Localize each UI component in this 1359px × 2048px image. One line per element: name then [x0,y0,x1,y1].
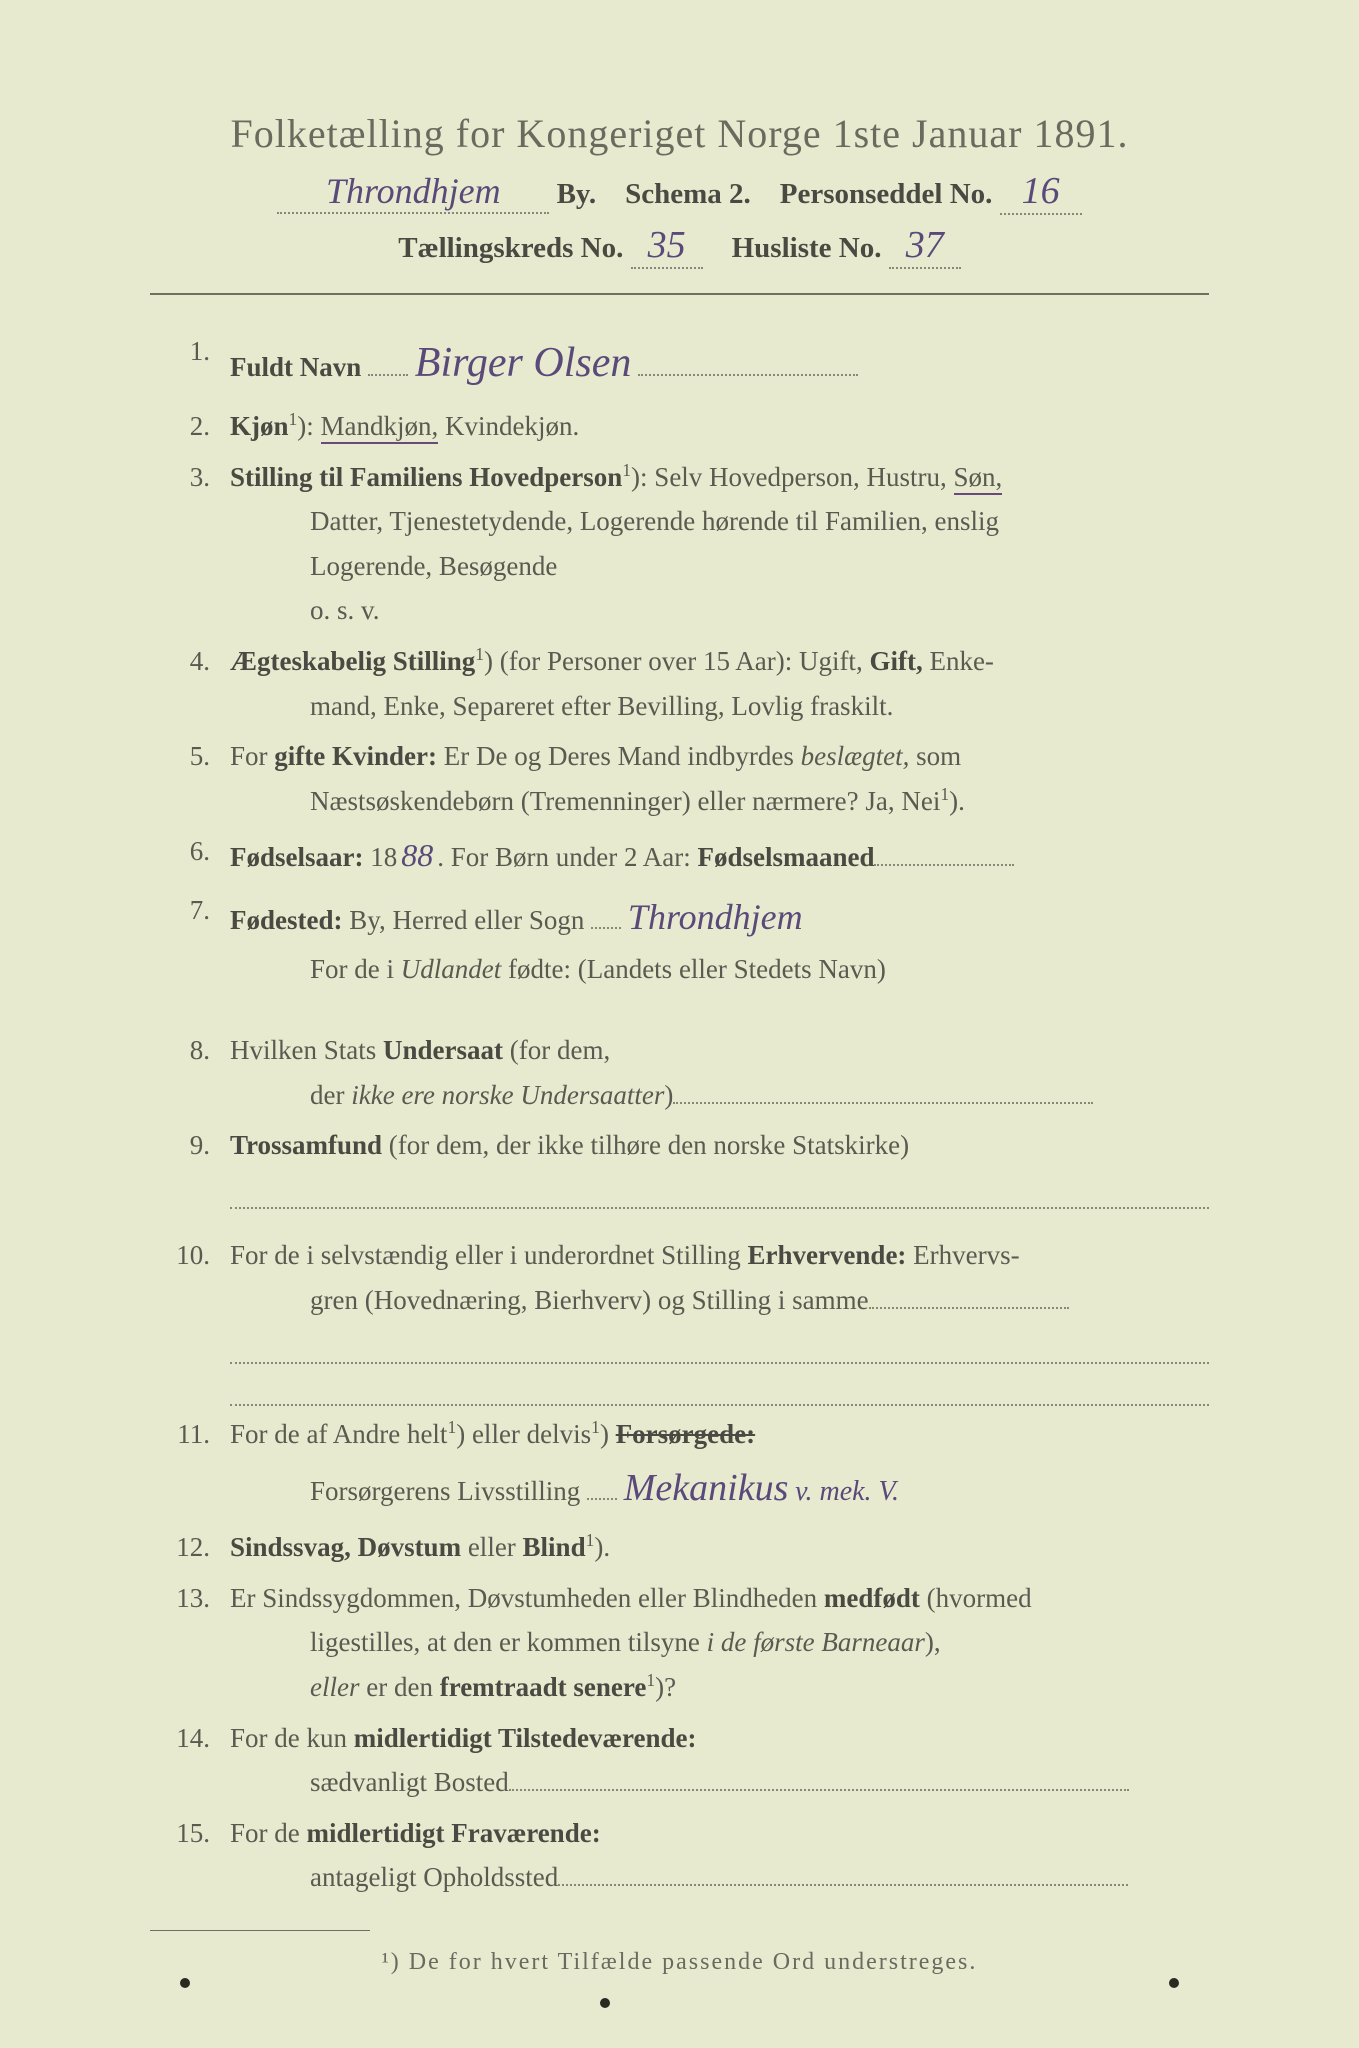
item-num: 13. [150,1576,230,1710]
personseddel-label: Personseddel No. [780,178,993,210]
provider-occupation: Mekanikus [624,1457,789,1520]
provider-occupation-suffix: v. mek. V. [795,1469,899,1515]
item-2: 2. Kjøn1): Mandkjøn, Kvindekjøn. [150,404,1209,449]
item-num: 5. [150,734,230,823]
kreds-label: Tællingskreds No. [398,232,623,264]
item-label: Fødested: [230,905,342,935]
item-num: 15. [150,1811,230,1900]
form-title: Folketælling for Kongeriget Norge 1ste J… [150,110,1209,157]
item-num: 8. [150,1028,230,1117]
item-4: 4. Ægteskabelig Stilling1) (for Personer… [150,639,1209,728]
item-13: 13. Er Sindssygdommen, Døvstumheden elle… [150,1576,1209,1710]
item-1: 1. Fuldt Navn Birger Olsen [150,329,1209,398]
husliste-label: Husliste No. [732,232,882,264]
item-8: 8. Hvilken Stats Undersaat (for dem, der… [150,1028,1209,1117]
punch-hole-icon [1169,1978,1179,1988]
divider-top [150,293,1209,295]
item-label: Trossamfund [230,1130,382,1160]
kreds-no: 35 [631,223,703,269]
personseddel-no: 16 [1000,169,1082,215]
marital-line2: mand, Enke, Separeret efter Bevilling, L… [230,684,1209,729]
punch-hole-icon [600,1998,610,2008]
item-15: 15. For de midlertidigt Fraværende: anta… [150,1811,1209,1900]
husliste-no: 37 [889,223,961,269]
item-label: Stilling til Familiens Hovedperson [230,462,622,492]
item-num: 10. [150,1233,230,1406]
item-num: 7. [150,888,230,992]
city-field: Throndhjem [277,170,549,214]
item-6: 6. Fødselsaar: 1888. For Børn under 2 Aa… [150,829,1209,882]
relation-son: Søn, [954,462,1003,495]
relation-options-3: Logerende, Besøgende [230,544,1209,589]
item-num: 11. [150,1412,230,1519]
item-num: 12. [150,1525,230,1570]
relation-options-1a: Selv Hovedperson, Hustru, [654,462,953,492]
item-num: 6. [150,829,230,882]
item-14: 14. For de kun midlertidigt Tilstedevære… [150,1716,1209,1805]
item-label: Ægteskabelig Stilling [230,646,475,676]
census-form-page: Folketælling for Kongeriget Norge 1ste J… [0,0,1359,2048]
item-label: Kjøn [230,411,289,441]
item-9: 9. Trossamfund (for dem, der ikke tilhør… [150,1123,1209,1209]
sex-male: Mandkjøn, [321,411,439,444]
item-11: 11. For de af Andre helt1) eller delvis1… [150,1412,1209,1519]
sex-female: Kvindekjøn. [445,411,579,441]
form-items: 1. Fuldt Navn Birger Olsen 2. Kjøn1): Ma… [150,329,1209,1900]
item-3: 3. Stilling til Familiens Hovedperson1):… [150,455,1209,633]
item-7: 7. Fødested: By, Herred eller Sogn Thron… [150,888,1209,992]
item-num: 3. [150,455,230,633]
schema-label: Schema 2. [625,178,751,210]
item-num: 2. [150,404,230,449]
item-num: 4. [150,639,230,728]
item-num: 1. [150,329,230,398]
birth-year: 88 [397,829,437,882]
header-row-2: Throndhjem By. Schema 2. Personseddel No… [150,169,1209,215]
punch-hole-icon [180,1978,190,1988]
item-5: 5. For gifte Kvinder: Er De og Deres Man… [150,734,1209,823]
by-label: By. [557,178,597,210]
item-num: 9. [150,1123,230,1209]
footnote: ¹) De for hvert Tilfælde passende Ord un… [150,1949,1209,1976]
item-10: 10. For de i selvstændig eller i underor… [150,1233,1209,1406]
item-num: 14. [150,1716,230,1805]
divider-footnote [150,1930,370,1931]
relation-options-2: Datter, Tjenestetydende, Logerende høren… [230,499,1209,544]
item-12: 12. Sindssvag, Døvstum eller Blind1). [150,1525,1209,1570]
name-value: Birger Olsen [415,329,632,398]
item-label: Fuldt Navn [230,352,361,382]
birthplace-value: Throndhjem [628,888,803,947]
item-label: Fødselsaar: [230,842,363,872]
header-row-3: Tællingskreds No. 35 Husliste No. 37 [150,223,1209,269]
relation-options-4: o. s. v. [230,588,1209,633]
